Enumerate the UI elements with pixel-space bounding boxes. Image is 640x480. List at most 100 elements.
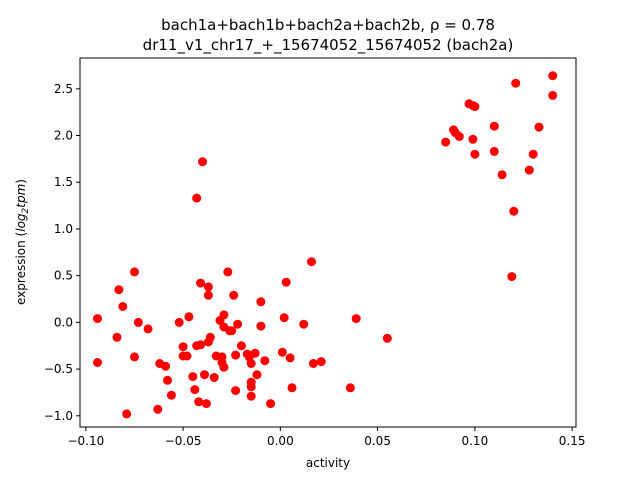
data-point [233, 319, 243, 329]
data-point [497, 170, 507, 180]
data-point [209, 373, 219, 382]
data-point [93, 358, 102, 367]
data-point [118, 302, 128, 311]
data-point [203, 282, 213, 292]
data-point [246, 391, 256, 401]
data-point [345, 383, 355, 393]
y-axis-ticks: −1.0 −0.5 0.0 0.5 1.0 1.5 2.0 2.5 [44, 82, 80, 423]
data-point [231, 386, 241, 396]
data-point [279, 313, 289, 323]
data-point [130, 267, 139, 277]
data-point [524, 165, 534, 175]
data-point [112, 332, 122, 342]
data-point [246, 359, 256, 368]
data-point [231, 350, 241, 360]
y-tick-label: −0.5 [44, 362, 73, 376]
data-point [178, 342, 188, 352]
data-point [441, 137, 451, 147]
data-point [316, 357, 326, 367]
y-axis-label: expression (log2tpm) [14, 179, 31, 305]
data-point [470, 149, 480, 159]
data-point [182, 351, 192, 361]
data-point [534, 122, 544, 132]
data-point [509, 206, 519, 216]
x-tick-label: −0.10 [67, 434, 104, 448]
data-point [122, 409, 132, 419]
x-tick-label: 0.00 [267, 434, 294, 448]
data-point [205, 332, 215, 342]
data-point [266, 399, 276, 409]
data-point [166, 390, 176, 400]
data-point [382, 333, 392, 343]
data-point [203, 290, 213, 300]
chart-title-line2: dr11_v1_chr17_+_15674052_15674052 (bach2… [143, 36, 514, 55]
data-point [188, 372, 198, 382]
y-tick-label: 1.0 [54, 222, 73, 236]
data-point [229, 290, 239, 300]
data-point [194, 397, 204, 407]
data-point [161, 361, 171, 371]
data-point [548, 90, 558, 100]
data-point [468, 134, 478, 144]
data-point [130, 352, 139, 362]
data-point [250, 348, 260, 358]
data-point [198, 157, 207, 167]
data-point [489, 146, 499, 156]
data-point [470, 102, 480, 112]
data-point [511, 78, 521, 88]
data-point [133, 317, 143, 327]
data-point [219, 310, 229, 320]
x-tick-label: −0.05 [165, 434, 202, 448]
data-point [307, 257, 316, 267]
x-tick-label: 0.05 [364, 434, 391, 448]
y-tick-label: 0.0 [54, 315, 73, 329]
data-point [153, 404, 163, 414]
plot-frame [79, 57, 577, 428]
data-point [351, 314, 361, 324]
data-point [114, 285, 124, 295]
data-point [489, 121, 499, 131]
data-point [256, 297, 266, 307]
data-point [252, 370, 262, 380]
data-point [174, 317, 184, 327]
x-tick-label: 0.10 [461, 434, 488, 448]
y-tick-label: 1.5 [54, 175, 73, 189]
data-point [236, 341, 246, 351]
data-point [200, 370, 209, 380]
data-point [143, 324, 153, 334]
data-point [163, 375, 172, 385]
data-point [93, 314, 102, 324]
data-point [548, 71, 558, 81]
y-tick-label: −1.0 [44, 409, 73, 423]
data-point [308, 359, 318, 368]
data-points [93, 71, 558, 419]
y-tick-label: 2.5 [54, 82, 73, 96]
x-tick-label: 0.15 [559, 434, 586, 448]
data-point [285, 353, 295, 363]
y-tick-label: 0.5 [54, 269, 73, 283]
data-point [190, 385, 200, 395]
data-point [281, 277, 291, 287]
data-point [227, 326, 237, 336]
data-point [223, 267, 233, 277]
data-point [454, 132, 464, 141]
data-point [201, 399, 211, 409]
x-axis-ticks: −0.10 −0.05 0.00 0.05 0.10 0.15 [67, 427, 585, 448]
data-point [277, 347, 287, 357]
data-point [184, 312, 194, 322]
data-point [287, 383, 297, 393]
data-point [192, 193, 202, 203]
data-point [196, 278, 206, 288]
y-tick-label: 2.0 [54, 129, 73, 143]
data-point [528, 149, 538, 159]
data-point [260, 356, 270, 366]
rho-value: ρ = 0.78 [430, 16, 495, 34]
data-point [299, 319, 309, 329]
data-point [246, 382, 256, 392]
x-axis-label: activity [306, 456, 350, 470]
data-point [196, 340, 206, 350]
data-point [219, 362, 229, 372]
chart-title-line1: bach1a+bach1b+bach2a+bach2b, ρ = 0.78 [161, 16, 495, 34]
data-point [256, 321, 266, 331]
